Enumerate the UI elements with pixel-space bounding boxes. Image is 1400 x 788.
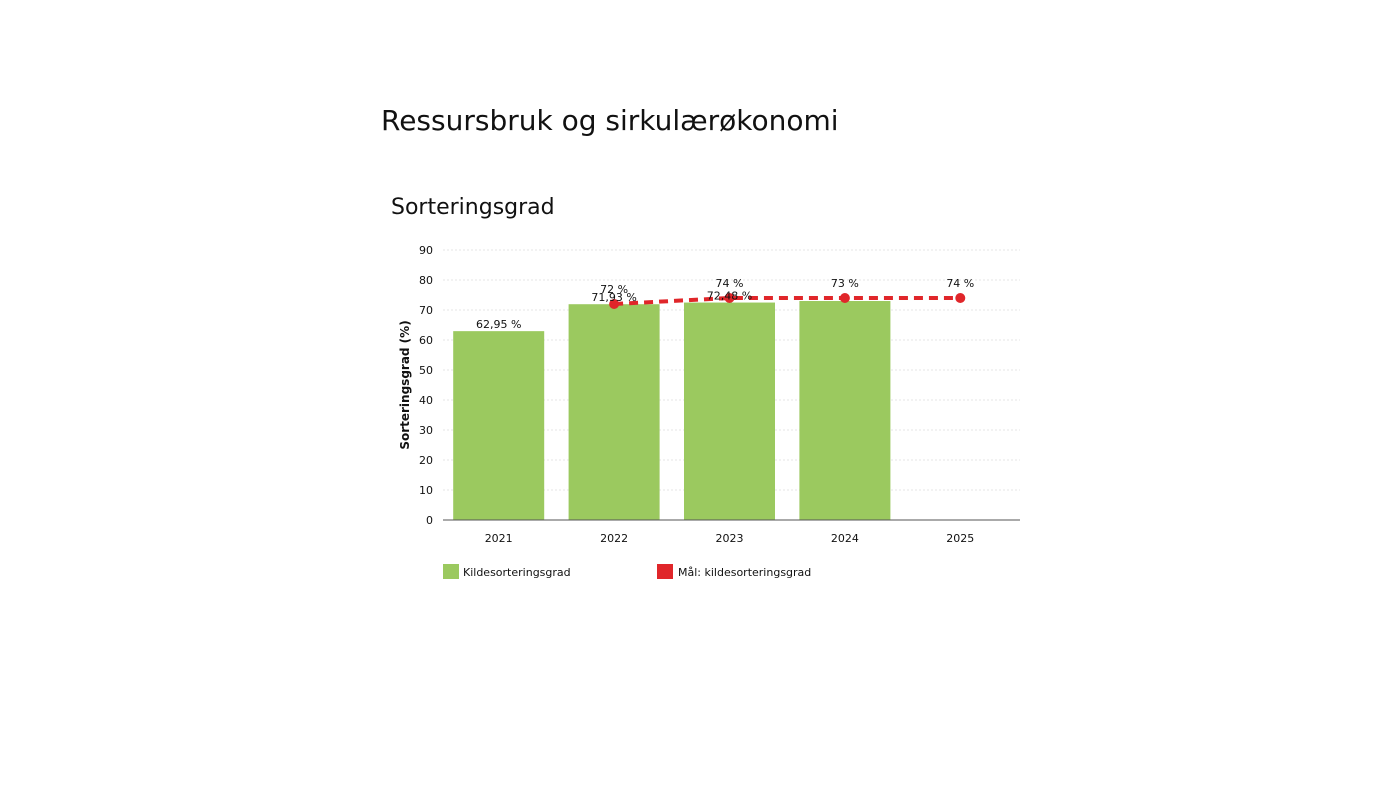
y-tick-label: 30 — [419, 424, 433, 437]
x-tick-label: 2023 — [716, 532, 744, 545]
target-line — [613, 296, 961, 306]
y-tick-label: 90 — [419, 244, 433, 257]
bar-data-label: 72,48 % — [707, 290, 752, 303]
x-tick-label: 2022 — [600, 532, 628, 545]
x-tick-label: 2025 — [946, 532, 974, 545]
y-tick-label: 50 — [419, 364, 433, 377]
x-tick-label: 2021 — [485, 532, 513, 545]
target-point — [724, 293, 735, 303]
x-tick-label: 2024 — [831, 532, 859, 545]
legend-swatch-mal — [657, 564, 673, 579]
legend: Kildesorteringsgrad Mål: kildesorterings… — [443, 564, 811, 579]
line-layer — [609, 293, 966, 309]
label-layer: 62,95 % 71,93 % 72,48 % 72 % 74 % 73 % 74 % — [476, 277, 974, 331]
target-point — [609, 299, 620, 309]
y-tick-label: 70 — [419, 304, 433, 317]
target-data-label: 73 % — [831, 277, 859, 290]
target-data-label: 72 % — [600, 283, 628, 296]
target-point — [955, 293, 966, 303]
bar-data-label: 62,95 % — [476, 318, 521, 331]
legend-label-kildesorteringsgrad: Kildesorteringsgrad — [463, 566, 571, 579]
bar — [453, 331, 545, 520]
bar — [799, 301, 891, 520]
page-title: Ressursbruk og sirkulærøkonomi — [381, 104, 839, 137]
y-axis-label: Sorteringsgrad (%) — [398, 320, 412, 449]
legend-swatch-kildesorteringsgrad — [443, 564, 459, 579]
y-tick-label: 20 — [419, 454, 433, 467]
y-tick-label: 0 — [426, 514, 433, 527]
chart-title: Sorteringsgrad — [391, 195, 555, 220]
y-tick-label: 80 — [419, 274, 433, 287]
legend-label-mal: Mål: kildesorteringsgrad — [678, 566, 811, 579]
target-data-label: 74 % — [716, 277, 744, 290]
y-tick-label: 40 — [419, 394, 433, 407]
target-data-label: 74 % — [946, 277, 974, 290]
bar — [568, 304, 660, 520]
axis-layer: 0 10 20 30 40 50 60 70 80 90 2021 2022 2023 2024 2025 — [419, 244, 1020, 545]
bar — [684, 302, 775, 520]
target-point — [839, 293, 850, 303]
y-tick-label: 10 — [419, 484, 433, 497]
bar-layer — [453, 301, 891, 520]
bar-data-label: 71,93 % — [591, 291, 636, 304]
y-tick-label: 60 — [419, 334, 433, 347]
